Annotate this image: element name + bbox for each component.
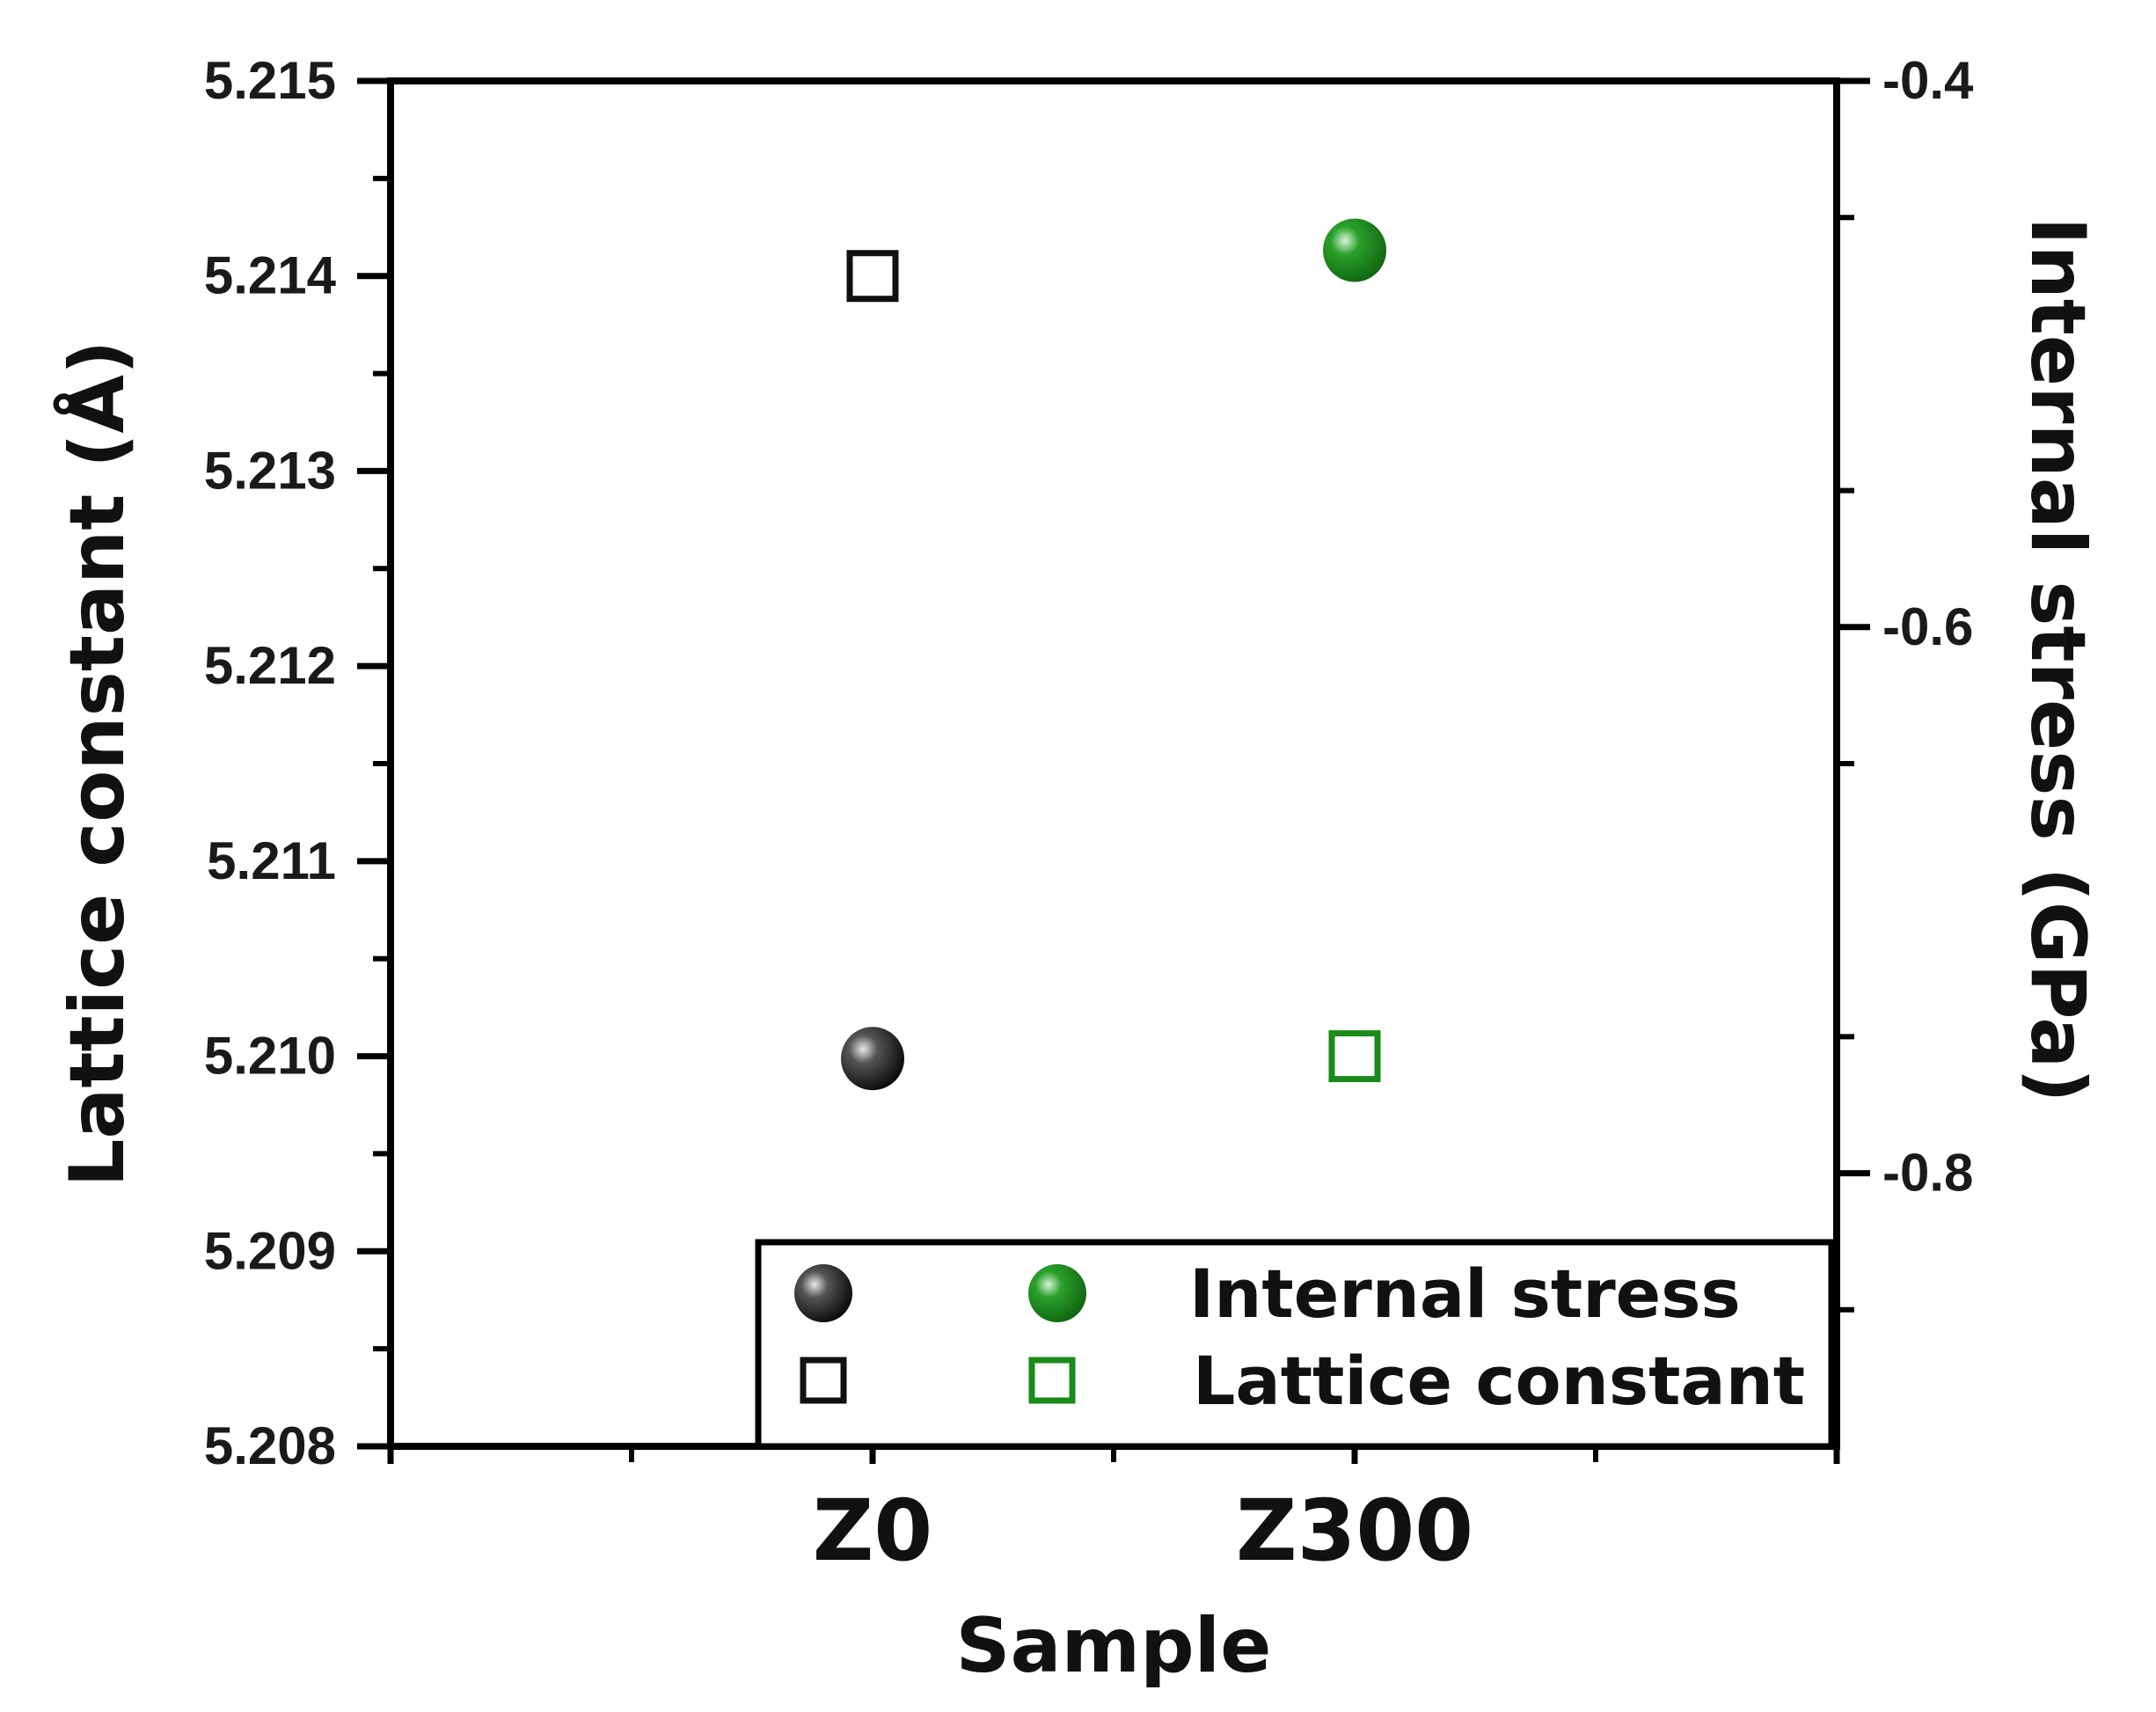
lattice-constant-point-z300 bbox=[1328, 1030, 1381, 1083]
right-tick-label: -0.8 bbox=[1882, 1144, 1973, 1203]
right-tick-label: -0.4 bbox=[1882, 51, 1974, 110]
right-tick-label: -0.6 bbox=[1882, 597, 1973, 656]
x-tick-label: Z0 bbox=[813, 1482, 932, 1580]
legend-internal-stress-green-marker bbox=[1028, 1264, 1086, 1322]
x-axis: Z0 Z300 bbox=[387, 1446, 1840, 1580]
left-tick-label: 5.208 bbox=[204, 1416, 336, 1475]
internal-stress-point-z300 bbox=[1323, 218, 1386, 282]
x-tick-label: Z300 bbox=[1236, 1482, 1473, 1580]
legend-lattice-black-marker bbox=[800, 1357, 847, 1404]
left-tick-label: 5.211 bbox=[207, 831, 336, 890]
left-tick-label: 5.210 bbox=[204, 1027, 336, 1086]
data-marks bbox=[841, 218, 1386, 1091]
left-tick-label: 5.212 bbox=[204, 636, 336, 695]
lattice-constant-point-z0 bbox=[846, 250, 899, 303]
left-tick-label: 5.213 bbox=[204, 441, 336, 500]
left-y-axis: 5.208 5.209 5.210 5.211 5.212 5.213 5.214 5.215 bbox=[204, 51, 391, 1475]
left-tick-label: 5.215 bbox=[204, 51, 336, 110]
left-axis-title: Lattice constant (Å) bbox=[54, 340, 142, 1188]
legend-lattice-constant-label: Lattice constant bbox=[1193, 1342, 1805, 1420]
legend-internal-stress-black-marker bbox=[794, 1264, 852, 1322]
right-axis-title: Internal stress (GPa) bbox=[2013, 216, 2101, 1102]
legend-lattice-green-marker bbox=[1028, 1357, 1076, 1404]
legend-internal-stress-label: Internal stress bbox=[1189, 1255, 1741, 1333]
legend: Internal stress Lattice constant bbox=[755, 1239, 1835, 1450]
left-tick-label: 5.214 bbox=[204, 246, 337, 305]
legend-box bbox=[755, 1239, 1835, 1450]
x-axis-title: Sample bbox=[956, 1602, 1272, 1690]
internal-stress-point-z0 bbox=[841, 1027, 904, 1091]
right-y-axis: -0.8 -0.6 -0.4 bbox=[1837, 51, 1974, 1313]
left-tick-label: 5.209 bbox=[204, 1221, 336, 1280]
